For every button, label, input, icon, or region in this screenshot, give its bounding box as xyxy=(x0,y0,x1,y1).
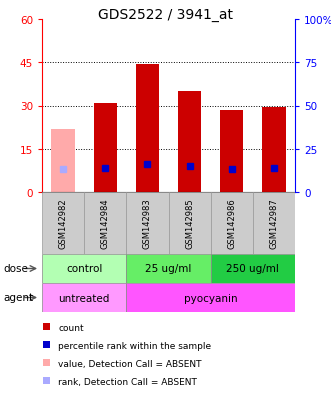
Bar xyxy=(136,64,159,192)
Bar xyxy=(42,254,126,283)
Text: GSM142987: GSM142987 xyxy=(269,198,278,249)
Bar xyxy=(211,254,295,283)
Bar xyxy=(262,108,286,192)
Text: dose: dose xyxy=(3,264,28,274)
Bar xyxy=(43,323,50,330)
Text: value, Detection Call = ABSENT: value, Detection Call = ABSENT xyxy=(58,360,202,369)
Bar xyxy=(43,341,50,348)
Bar xyxy=(43,377,50,384)
Bar xyxy=(126,192,168,254)
Text: GSM142984: GSM142984 xyxy=(101,198,110,249)
Text: agent: agent xyxy=(3,293,33,303)
Text: pyocyanin: pyocyanin xyxy=(184,293,237,303)
Text: count: count xyxy=(58,324,84,333)
Text: rank, Detection Call = ABSENT: rank, Detection Call = ABSENT xyxy=(58,377,197,387)
Text: GSM142983: GSM142983 xyxy=(143,198,152,249)
Bar xyxy=(52,129,75,192)
Bar xyxy=(84,192,126,254)
Bar xyxy=(126,283,295,312)
Bar xyxy=(42,192,84,254)
Text: GSM142986: GSM142986 xyxy=(227,198,236,249)
Text: GDS2522 / 3941_at: GDS2522 / 3941_at xyxy=(98,8,233,22)
Bar xyxy=(220,111,243,192)
Bar xyxy=(126,254,211,283)
Bar xyxy=(253,192,295,254)
Bar xyxy=(94,103,117,192)
Text: control: control xyxy=(66,264,102,274)
Bar xyxy=(211,192,253,254)
Text: GSM142985: GSM142985 xyxy=(185,198,194,249)
Text: GSM142982: GSM142982 xyxy=(59,198,68,249)
Text: 250 ug/ml: 250 ug/ml xyxy=(226,264,279,274)
Text: percentile rank within the sample: percentile rank within the sample xyxy=(58,342,211,351)
Text: 25 ug/ml: 25 ug/ml xyxy=(145,264,192,274)
Bar xyxy=(42,283,126,312)
Bar xyxy=(178,92,201,192)
Bar xyxy=(43,359,50,366)
Text: untreated: untreated xyxy=(59,293,110,303)
Bar xyxy=(168,192,211,254)
